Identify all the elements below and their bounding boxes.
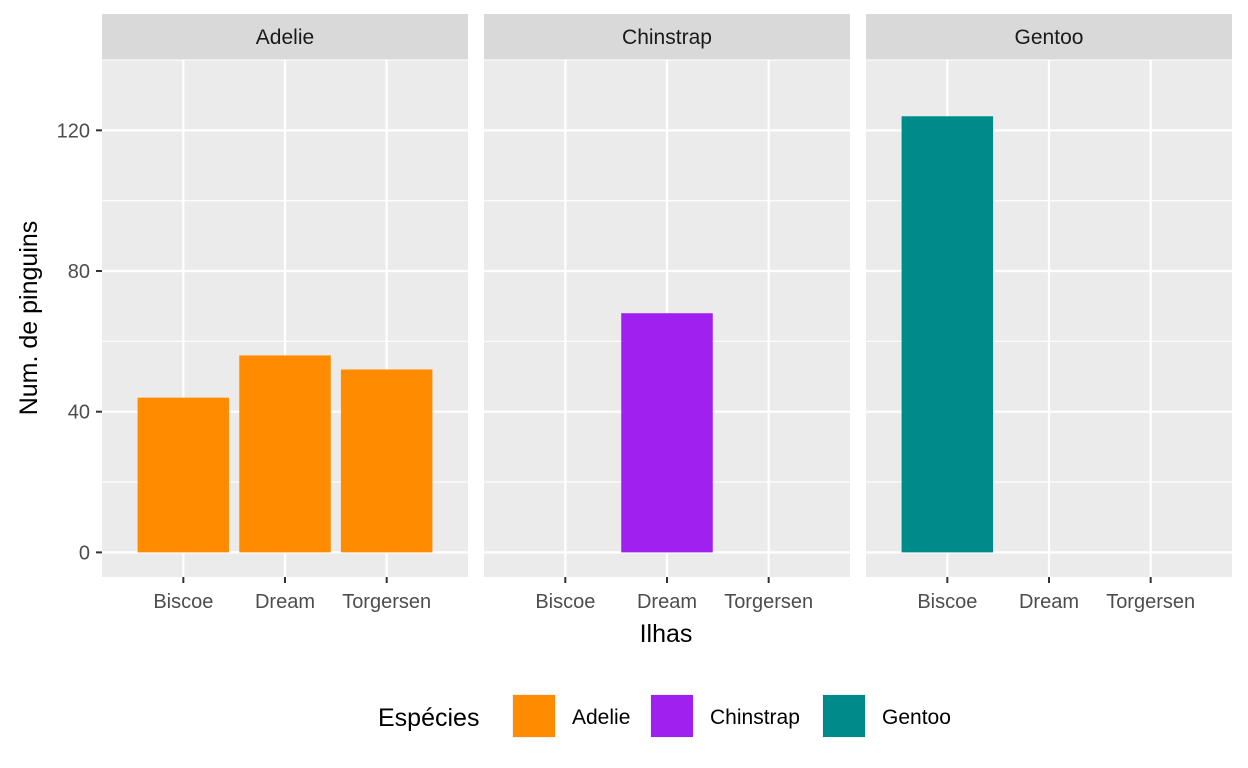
legend-label: Gentoo xyxy=(882,706,951,729)
y-axis: 0 40 80 120 xyxy=(57,120,102,564)
x-tick-label: Biscoe xyxy=(535,591,595,613)
legend-item-adelie: Adelie xyxy=(512,694,630,738)
legend-item-chinstrap: Chinstrap xyxy=(650,694,800,738)
y-axis-title: Num. de pinguins xyxy=(15,221,43,416)
x-tick-label: Dream xyxy=(637,591,697,613)
bar-chinstrap-dream xyxy=(621,313,713,553)
legend-key-swatch xyxy=(651,695,693,737)
legend-item-gentoo: Gentoo xyxy=(822,694,951,738)
legend: Espécies Adelie Chinstrap Gentoo xyxy=(378,694,951,738)
strip-label: Chinstrap xyxy=(622,26,712,49)
x-tick-label: Biscoe xyxy=(153,591,213,613)
legend-label: Chinstrap xyxy=(710,706,800,729)
strip-label: Gentoo xyxy=(1015,26,1084,49)
strip-background xyxy=(102,14,468,60)
y-tick-label: 0 xyxy=(79,542,90,564)
legend-title: Espécies xyxy=(378,704,479,732)
x-tick-label: Biscoe xyxy=(917,591,977,613)
strip-label: Adelie xyxy=(256,26,314,49)
strip-background xyxy=(484,14,850,60)
x-tick-label: Torgersen xyxy=(1106,591,1195,613)
y-tick-label: 120 xyxy=(57,120,90,142)
panel-adelie: Adelie Biscoe Dream Torgersen xyxy=(102,14,468,613)
legend-key-swatch xyxy=(823,695,865,737)
legend-label: Adelie xyxy=(572,706,630,729)
strip-background xyxy=(866,14,1232,60)
bar-adelie-dream xyxy=(239,355,331,553)
y-tick-label: 40 xyxy=(68,402,90,424)
bar-adelie-biscoe xyxy=(137,397,230,553)
x-tick-label: Torgersen xyxy=(724,591,813,613)
panel-gentoo: Gentoo Biscoe Dream Torgersen xyxy=(866,14,1232,613)
x-tick-label: Torgersen xyxy=(342,591,431,613)
y-tick-label: 80 xyxy=(68,261,90,283)
panel-chinstrap: Chinstrap Biscoe Dream Torgersen xyxy=(484,14,850,613)
legend-key-swatch xyxy=(513,695,555,737)
bar-gentoo-biscoe xyxy=(901,116,994,553)
x-axis-title: Ilhas xyxy=(640,620,693,648)
x-tick-label: Dream xyxy=(1019,591,1079,613)
x-tick-label: Dream xyxy=(255,591,315,613)
facet-panels: Adelie Biscoe Dream Torgersen Chinstrap Bisco… xyxy=(102,14,1232,613)
bar-adelie-torgersen xyxy=(340,369,433,553)
